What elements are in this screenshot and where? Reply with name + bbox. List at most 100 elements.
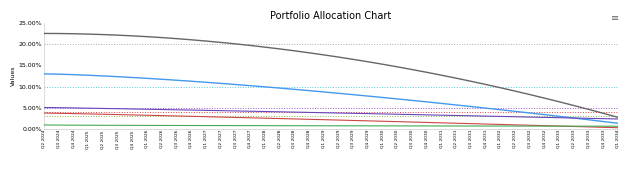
Private Equity [614, 122, 622, 124]
Private Equity [379, 96, 386, 99]
Line: Venture: Venture [44, 108, 618, 119]
Private Equity [305, 89, 313, 92]
Infrastructure [570, 125, 577, 128]
Private Equity [69, 74, 77, 76]
Real Estate [84, 124, 92, 126]
Venture [334, 112, 342, 114]
Real Estate [599, 125, 607, 127]
Infrastructure [334, 119, 342, 121]
Private Equity [511, 110, 519, 112]
Real Estate [437, 125, 445, 127]
Private [55, 32, 62, 35]
Infrastructure [349, 119, 356, 122]
Infrastructure [540, 124, 548, 127]
Venture [202, 109, 209, 112]
Venture [217, 109, 224, 112]
Venture [467, 115, 474, 117]
Infrastructure [217, 116, 224, 118]
Real Estate [570, 125, 577, 127]
Text: ≡: ≡ [611, 13, 619, 23]
Real Estate [349, 125, 356, 127]
Private [261, 46, 268, 48]
Venture [364, 112, 371, 115]
Venture [158, 108, 165, 111]
Infrastructure [246, 117, 253, 119]
Real Estate [452, 125, 460, 127]
Real Estate [408, 125, 416, 127]
Real Estate [422, 125, 430, 127]
Private Equity [143, 77, 150, 79]
Private [467, 80, 474, 82]
Private Equity [290, 88, 298, 90]
Private Equity [202, 81, 209, 83]
Venture [129, 108, 136, 110]
Real Estate [232, 124, 239, 127]
Private Equity [246, 85, 253, 87]
Venture [393, 113, 401, 115]
Infrastructure [187, 115, 195, 117]
Real Estate [99, 124, 106, 126]
Line: Infrastructure: Infrastructure [44, 113, 618, 128]
Real Estate [69, 124, 77, 126]
Private Equity [275, 87, 283, 89]
Private [452, 77, 460, 79]
Private [349, 58, 356, 60]
Infrastructure [422, 121, 430, 124]
Private [614, 116, 622, 118]
Venture [452, 114, 460, 117]
Infrastructure [364, 120, 371, 122]
Infrastructure [467, 123, 474, 125]
Private [99, 33, 106, 36]
Infrastructure [437, 122, 445, 124]
Real Estate [143, 124, 150, 127]
Infrastructure [202, 116, 209, 118]
Real Estate [55, 124, 62, 126]
Venture [275, 111, 283, 113]
Infrastructure [290, 118, 298, 120]
Private Equity [129, 76, 136, 79]
Private Equity [467, 105, 474, 108]
Private [246, 44, 253, 47]
Infrastructure [408, 121, 416, 123]
Private [379, 63, 386, 65]
Real Estate [305, 125, 313, 127]
Venture [40, 106, 47, 109]
Infrastructure [172, 115, 180, 117]
Private [275, 48, 283, 50]
Real Estate [129, 124, 136, 127]
Real Estate [555, 125, 563, 127]
Venture [496, 115, 504, 118]
Private Equity [217, 82, 224, 85]
Infrastructure [511, 124, 519, 126]
Venture [99, 107, 106, 110]
Private Equity [540, 113, 548, 116]
Private [305, 52, 313, 54]
Infrastructure [69, 112, 77, 115]
Real Estate [261, 124, 268, 127]
Private [84, 33, 92, 35]
Private [585, 108, 592, 110]
Private [217, 41, 224, 44]
Private [422, 71, 430, 73]
Venture [525, 116, 533, 118]
Real Estate [511, 125, 519, 127]
Real Estate [393, 125, 401, 127]
Infrastructure [55, 112, 62, 114]
Private [496, 86, 504, 89]
Real Estate [290, 125, 298, 127]
Real Estate [246, 124, 253, 127]
Private [364, 61, 371, 63]
Private Equity [437, 102, 445, 105]
Real Estate [525, 125, 533, 127]
Venture [305, 111, 313, 114]
Real Estate [319, 125, 327, 127]
Private [437, 74, 445, 76]
Venture [246, 110, 253, 112]
Venture [349, 112, 356, 114]
Infrastructure [599, 126, 607, 128]
Private Equity [555, 115, 563, 117]
Private Equity [393, 98, 401, 100]
Private Equity [334, 92, 342, 94]
Infrastructure [379, 120, 386, 122]
Private [143, 36, 150, 38]
